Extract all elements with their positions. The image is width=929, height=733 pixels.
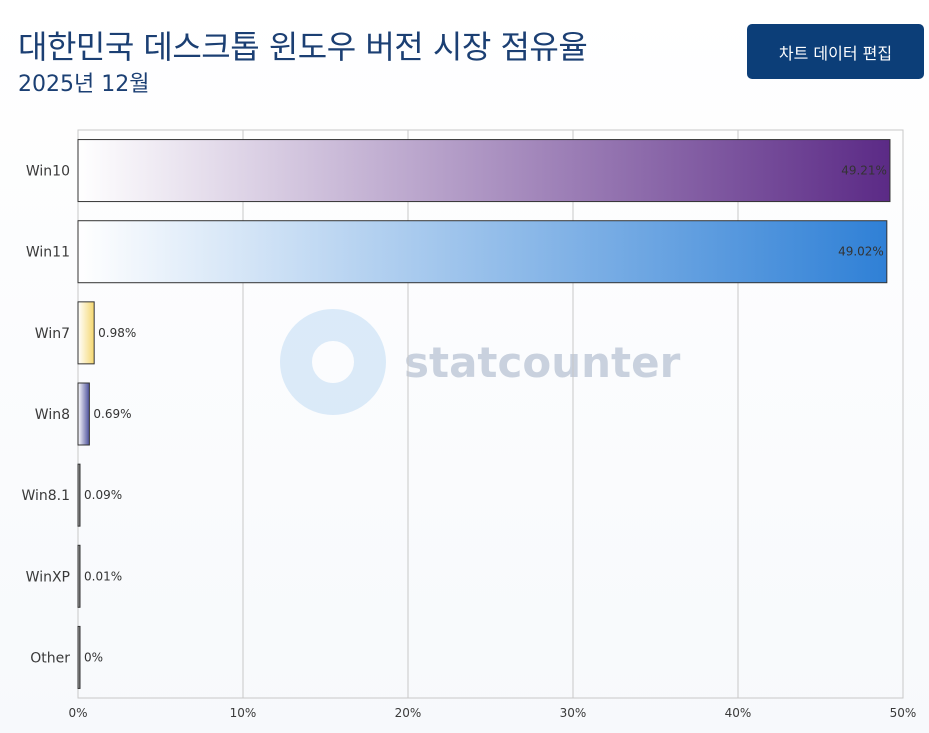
x-tick-label: 0% (68, 706, 87, 720)
bar-win8[interactable] (77, 382, 90, 446)
data-label: 0.69% (93, 407, 131, 421)
x-tick-label: 20% (395, 706, 422, 720)
category-label: Win7 (35, 326, 70, 342)
watermark-logo-icon (280, 309, 386, 415)
category-label: WinXP (26, 569, 70, 585)
bar-win10[interactable] (77, 139, 891, 203)
statcounter-watermark: statcounter (280, 309, 681, 415)
x-tick-label: 10% (230, 706, 257, 720)
watermark-text: statcounter (404, 338, 681, 387)
category-label: Win11 (26, 245, 70, 261)
edit-chart-data-button[interactable]: 차트 데이터 편집 (747, 24, 924, 79)
x-tick-label: 30% (560, 706, 587, 720)
category-label: Win8.1 (21, 488, 70, 504)
data-label: 0.98% (98, 326, 136, 340)
bar-other[interactable] (77, 625, 81, 689)
chart-title: 대한민국 데스크톱 윈도우 버전 시장 점유율 (18, 28, 588, 66)
data-label: 49.21% (841, 164, 887, 178)
data-label: 0.01% (84, 569, 122, 583)
category-label: Win8 (35, 407, 70, 423)
chart-subtitle: 2025년 12월 (18, 72, 150, 97)
plot-frame (77, 129, 904, 699)
bar-win11[interactable] (77, 220, 888, 284)
bar-win8-1[interactable] (77, 463, 81, 527)
data-label: 0% (84, 650, 103, 664)
x-tick-label: 40% (725, 706, 752, 720)
data-label: 49.02% (838, 245, 884, 259)
bar-win7[interactable] (77, 301, 95, 365)
category-label: Other (30, 650, 70, 666)
data-label: 0.09% (84, 488, 122, 502)
bar-winxp[interactable] (77, 544, 81, 608)
category-label: Win10 (26, 164, 70, 180)
x-tick-label: 50% (890, 706, 917, 720)
